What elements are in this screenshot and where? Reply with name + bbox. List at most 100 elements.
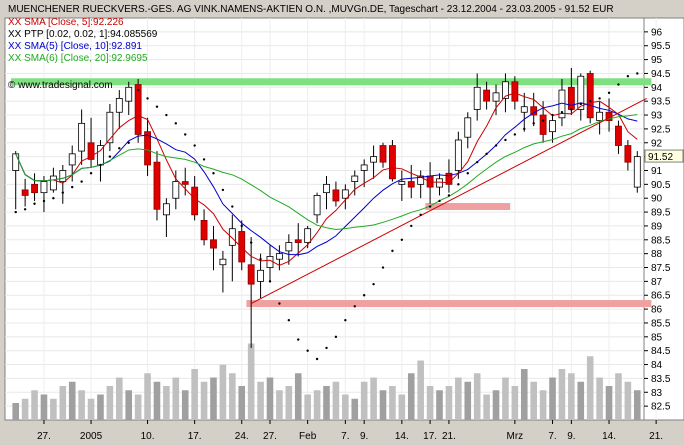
volume-bar [181,390,189,420]
support-band [246,300,652,308]
candle-body [68,153,76,166]
x-tick-label: 24. [235,431,249,442]
y-tick-label: 82.5 [651,402,671,413]
candle-body [332,189,340,202]
candle-body [379,145,387,163]
y-tick-label: 83 [651,388,663,399]
sma-5-line [15,92,638,266]
y-tick-label: 91 [651,166,663,177]
y-tick-label: 95.5 [651,41,671,52]
x-tick-label: 9. [567,431,575,442]
sar-dot [33,202,36,205]
volume-bar [106,386,114,420]
y-tick-label: 88 [651,249,663,260]
y-tick-label: 87 [651,277,663,288]
legend-entry: XX PTP [0.02, 0.02, 1]:94.085569 [8,29,158,40]
volume-bar [624,381,632,420]
volume-bar [172,377,180,420]
sar-dot [362,294,366,297]
support-bands [11,78,652,308]
x-tick-label: 7. [548,431,556,442]
candle-body [210,239,217,249]
sar-dot [636,72,639,75]
sar-dot [560,111,564,114]
candle-body [125,86,133,102]
candle-body [40,181,48,194]
sar-dot [419,213,422,217]
candle-body [370,156,378,163]
sar-dot [475,160,479,164]
x-tick-label: 14. [602,431,616,442]
sar-dot [447,194,451,197]
legend-entry: XX SMA [Close, 5]:92.226 [8,17,124,28]
volume-bar [332,381,340,420]
sar-dot [80,180,83,183]
x-tick-label: 10. [141,431,155,442]
candle-body [624,145,632,163]
volume-bar [78,390,85,420]
volume-bar [426,386,434,420]
volume-bar [125,390,133,420]
candle-body [162,203,170,216]
support-band [11,78,652,86]
sma-20-line [15,114,638,231]
candle-body [238,231,246,263]
sar-dots [14,72,639,361]
sar-dot [551,113,554,117]
sar-dot [494,144,498,147]
volume-bar [40,394,48,420]
candle-body [586,73,594,119]
sar-dot [457,183,460,186]
x-tick-label: 2005 [80,431,103,442]
candle-body [341,189,349,199]
volume-bar [370,377,377,420]
sar-dot [391,249,394,253]
volume-bar [483,394,490,420]
last-price-label: 91.52 [648,152,673,163]
sar-dot [410,224,413,228]
sar-dot [42,199,46,203]
sar-dot [89,172,93,175]
sar-dot [325,346,328,350]
x-tick-label: 21. [649,431,663,442]
candle-body [49,175,57,191]
candle-body [615,125,622,146]
y-tick-label: 86.5 [651,291,671,302]
x-tick-label: 21. [442,431,456,442]
volume-bar [633,390,641,420]
volume-bar [210,377,217,420]
volume-bar [153,381,161,420]
volume-bar [586,356,594,420]
candle-body [454,139,462,171]
volume-bar [144,373,151,420]
y-tick-label: 83.5 [651,374,671,385]
volume-bar [464,381,472,420]
candle-body [445,172,453,185]
sar-dot [231,205,234,208]
candle-body [228,228,236,246]
sar-dot [598,97,601,100]
volume-bar [502,377,509,420]
sar-dot [617,83,620,86]
candle-body [304,228,312,243]
y-tick-label: 85 [651,332,663,343]
candle-body [313,195,321,216]
volume-bar [323,386,330,420]
candles [12,67,641,348]
x-tick-label: Feb [299,431,317,442]
candle-body [115,98,123,113]
x-axis-ticks: 27. 2005 10. 17. 24. 27. Feb 7. 9. 14. 17. 21. Mrz 7.… [37,420,663,442]
y-tick-label: 96 [651,27,663,38]
candle-body [323,183,330,194]
sar-dot [165,113,168,117]
sar-dot [99,163,102,167]
volume-bar [530,381,537,420]
sar-dot [278,302,281,305]
volume-bar [549,377,556,420]
candle-body [78,122,86,152]
volume-bar [313,390,321,420]
sar-dot [240,224,243,228]
sar-dot [438,199,441,203]
